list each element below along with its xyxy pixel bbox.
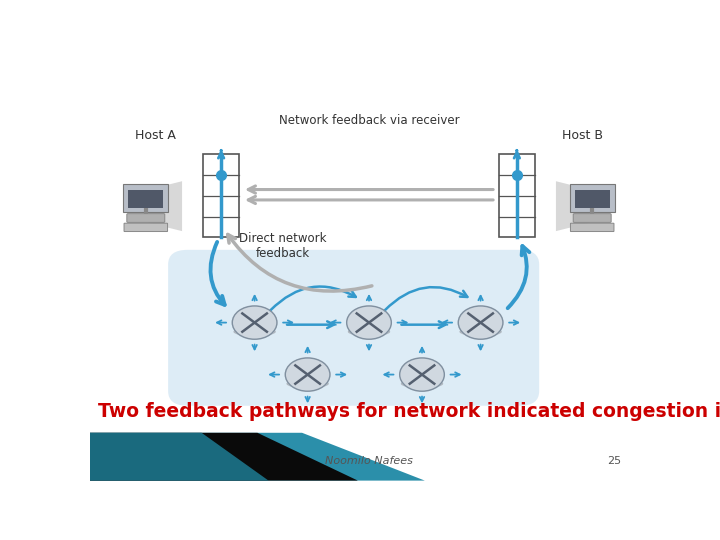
FancyBboxPatch shape — [499, 154, 535, 238]
Text: Host A: Host A — [135, 129, 176, 141]
Circle shape — [233, 306, 277, 339]
FancyBboxPatch shape — [128, 191, 163, 208]
Ellipse shape — [348, 327, 390, 336]
Text: Network feedback via receiver: Network feedback via receiver — [279, 114, 459, 127]
Polygon shape — [148, 181, 182, 231]
Text: 25: 25 — [608, 456, 621, 466]
FancyBboxPatch shape — [575, 191, 610, 208]
Circle shape — [400, 358, 444, 391]
Polygon shape — [556, 181, 590, 231]
FancyBboxPatch shape — [203, 154, 239, 238]
Circle shape — [285, 358, 330, 391]
Circle shape — [347, 306, 392, 339]
Ellipse shape — [459, 327, 502, 336]
FancyBboxPatch shape — [127, 214, 165, 222]
FancyBboxPatch shape — [123, 184, 168, 212]
Polygon shape — [90, 433, 269, 481]
Text: Host B: Host B — [562, 129, 603, 141]
Polygon shape — [90, 433, 358, 481]
FancyBboxPatch shape — [573, 214, 611, 222]
FancyBboxPatch shape — [570, 223, 614, 232]
FancyBboxPatch shape — [570, 184, 615, 212]
Ellipse shape — [401, 379, 444, 388]
Text: Direct network
feedback: Direct network feedback — [239, 232, 326, 260]
Text: Noomilo Nafees: Noomilo Nafees — [325, 456, 413, 466]
Circle shape — [458, 306, 503, 339]
Ellipse shape — [287, 379, 329, 388]
Text: Two feedback pathways for network indicated congestion information: Two feedback pathways for network indica… — [99, 402, 720, 422]
FancyBboxPatch shape — [124, 223, 168, 232]
FancyBboxPatch shape — [168, 250, 539, 406]
Ellipse shape — [233, 327, 276, 336]
Polygon shape — [90, 433, 425, 481]
